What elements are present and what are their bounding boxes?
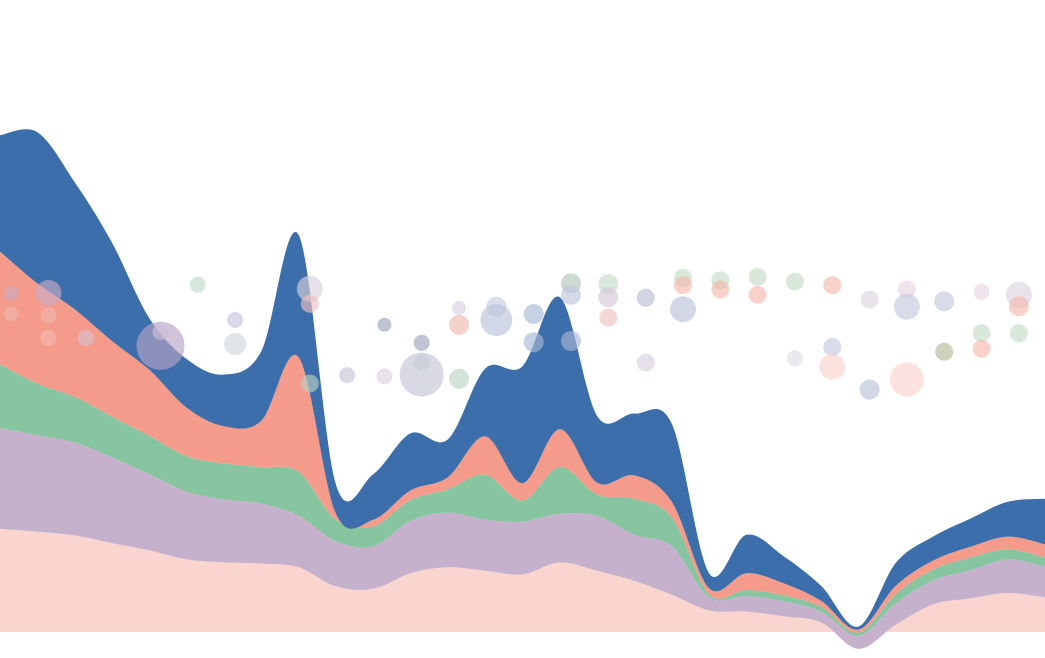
stream-layer-1: [0, 528, 1045, 649]
bubble-point: [296, 275, 323, 302]
bubble-point: [748, 267, 767, 286]
stream-layers: [0, 129, 1045, 649]
bubble-point: [227, 312, 244, 328]
bubble-point: [860, 290, 879, 309]
bubble-point: [670, 296, 696, 323]
bubble-point: [674, 276, 692, 295]
bubble-point: [934, 291, 955, 312]
bubble-point: [40, 330, 57, 346]
bubble-point: [823, 338, 842, 356]
bubble-point: [480, 304, 513, 336]
bubble-point: [561, 284, 581, 305]
bubble-point: [152, 324, 169, 340]
bubble-point: [859, 379, 880, 400]
stream-layer-4: [0, 251, 1045, 633]
bubble-point: [35, 280, 62, 306]
bubble-point: [413, 334, 430, 351]
bubble-point: [40, 307, 57, 324]
bubble-point: [523, 332, 544, 353]
bubble-point: [300, 294, 319, 313]
bubble-point: [823, 276, 842, 295]
bubble-point: [893, 293, 920, 320]
bubble-overlay: [4, 267, 1032, 400]
bubble-point: [973, 283, 990, 300]
stream-layer-5: [0, 129, 1045, 630]
bubble-point: [523, 304, 544, 324]
bubble-point: [711, 280, 730, 299]
bubble-point: [599, 308, 618, 327]
bubble-point: [189, 276, 206, 293]
bubble-point: [452, 301, 467, 315]
bubble-point: [785, 272, 804, 291]
bubble-point: [819, 353, 846, 380]
bubble-point: [4, 307, 19, 321]
bubble-point: [897, 280, 916, 299]
bubble-point: [636, 288, 655, 307]
bubble-point: [972, 324, 991, 343]
bubble-point: [786, 350, 803, 367]
bubble-point: [4, 286, 19, 300]
bubble-point: [889, 362, 924, 397]
bubble-point: [598, 287, 619, 308]
bubble-point: [935, 342, 954, 361]
bubble-point: [377, 317, 392, 332]
bubble-point: [561, 331, 581, 351]
bubble-point: [449, 314, 470, 335]
bubble-point: [224, 333, 247, 355]
bubble-point: [77, 330, 94, 346]
bubble-point: [748, 285, 767, 304]
bubble-point: [376, 368, 393, 385]
bubble-point: [136, 321, 185, 370]
bubble-point: [1009, 324, 1028, 343]
bubble-point: [1008, 296, 1029, 317]
bubble-point: [972, 339, 991, 358]
bubble-point: [399, 352, 444, 397]
bubble-point: [636, 353, 655, 372]
bubble-point: [449, 368, 470, 389]
bubble-point: [339, 367, 356, 384]
bubble-point: [300, 374, 319, 393]
stream-layer-2: [0, 428, 1045, 649]
